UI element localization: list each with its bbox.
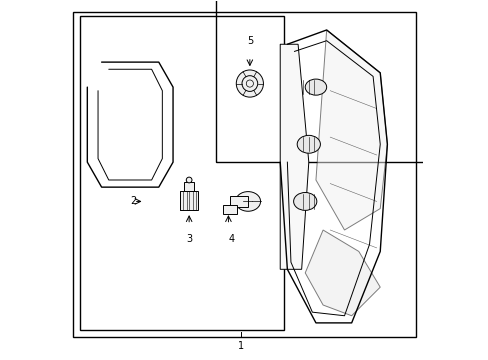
Circle shape — [236, 70, 263, 97]
Text: 2: 2 — [130, 197, 137, 206]
Bar — [80, 16, 283, 330]
Bar — [193, 191, 195, 210]
Text: 1: 1 — [237, 341, 244, 351]
Ellipse shape — [297, 135, 320, 153]
Bar — [186, 191, 189, 210]
Bar — [230, 196, 247, 207]
Bar — [216, 0, 472, 162]
Bar — [183, 182, 194, 191]
Text: 4: 4 — [228, 234, 235, 244]
Circle shape — [242, 76, 257, 91]
Circle shape — [186, 177, 192, 183]
Bar — [223, 205, 237, 214]
Ellipse shape — [293, 193, 316, 210]
Polygon shape — [315, 30, 386, 230]
Ellipse shape — [305, 79, 326, 95]
Bar — [180, 191, 198, 210]
Bar — [180, 191, 183, 210]
Text: 3: 3 — [186, 234, 192, 244]
Polygon shape — [280, 44, 308, 269]
Text: 5: 5 — [246, 36, 252, 46]
Ellipse shape — [235, 192, 260, 211]
Polygon shape — [305, 230, 380, 316]
